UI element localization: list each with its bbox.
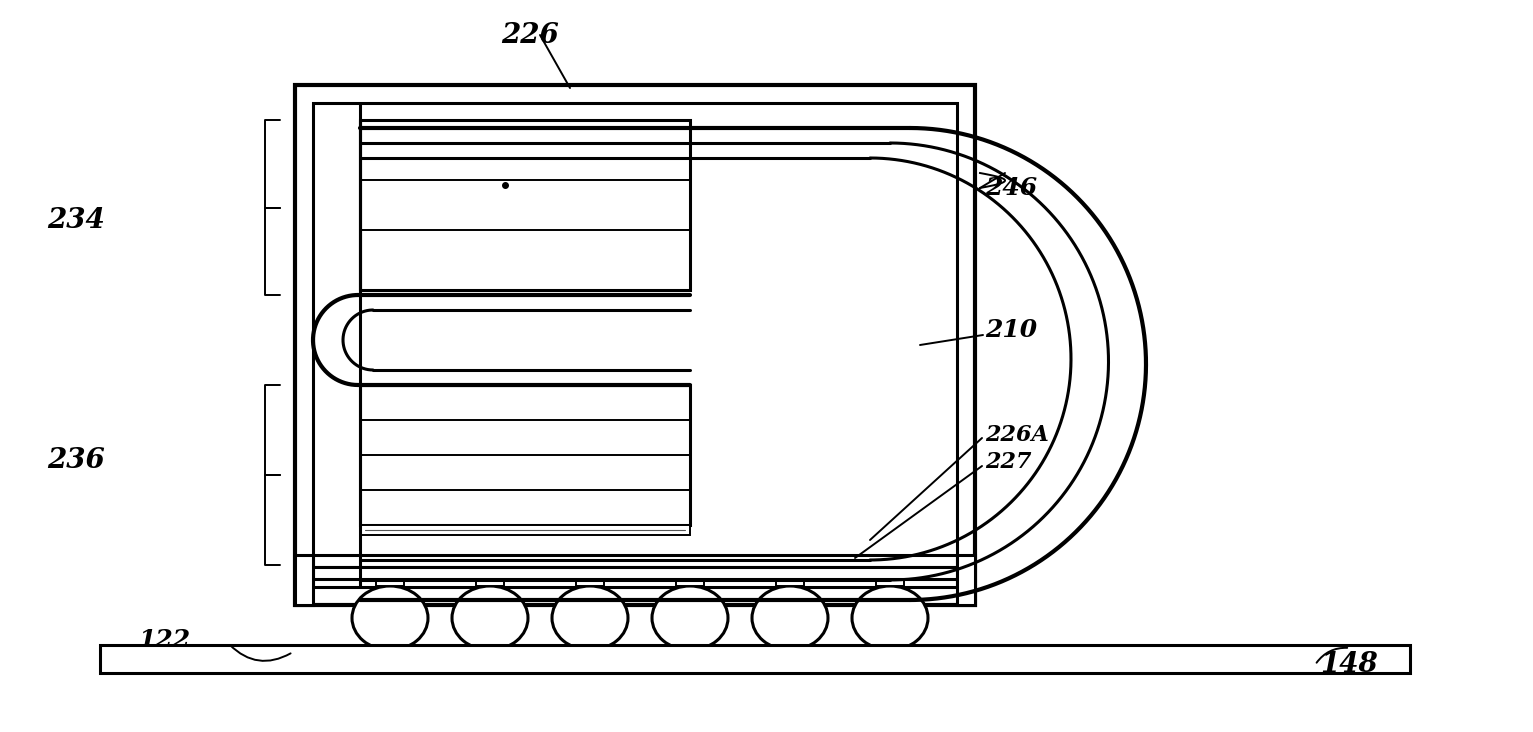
- Bar: [100, 645, 1410, 673]
- Bar: [875, 650, 904, 657]
- Bar: [576, 579, 604, 586]
- Ellipse shape: [753, 586, 828, 650]
- Bar: [957, 555, 975, 605]
- Text: 246: 246: [986, 176, 1038, 200]
- Text: 122: 122: [138, 628, 190, 652]
- Bar: [313, 567, 957, 579]
- Text: 226: 226: [501, 22, 560, 49]
- Ellipse shape: [852, 586, 927, 650]
- Bar: [477, 579, 504, 586]
- Bar: [776, 579, 803, 586]
- Text: 210: 210: [986, 318, 1038, 342]
- Ellipse shape: [353, 586, 428, 650]
- Bar: [313, 103, 957, 587]
- Ellipse shape: [652, 586, 728, 650]
- Bar: [376, 650, 405, 657]
- Bar: [676, 579, 704, 586]
- Text: 148: 148: [1320, 651, 1378, 679]
- Text: 236: 236: [48, 447, 104, 474]
- Bar: [676, 650, 704, 657]
- Bar: [875, 579, 904, 586]
- Bar: [360, 525, 690, 535]
- Bar: [294, 555, 313, 605]
- Text: 226A: 226A: [986, 424, 1049, 446]
- Bar: [576, 650, 604, 657]
- Bar: [477, 650, 504, 657]
- Bar: [360, 385, 690, 525]
- Text: 227: 227: [986, 451, 1032, 473]
- Text: 234: 234: [48, 206, 104, 234]
- Bar: [776, 650, 803, 657]
- Bar: [376, 579, 405, 586]
- Bar: [294, 85, 975, 605]
- Bar: [360, 120, 690, 290]
- Ellipse shape: [452, 586, 527, 650]
- Ellipse shape: [552, 586, 629, 650]
- Bar: [313, 555, 957, 567]
